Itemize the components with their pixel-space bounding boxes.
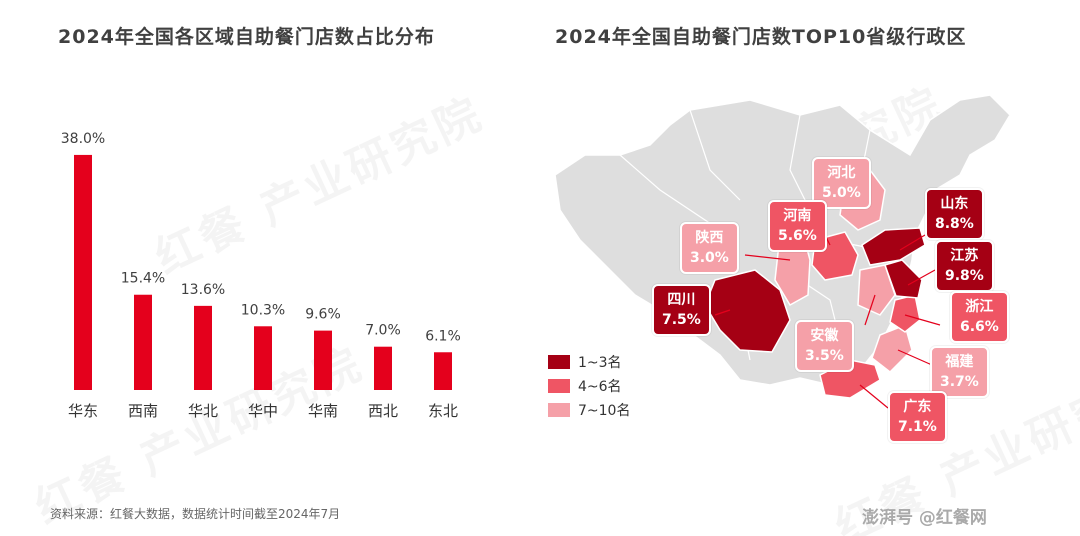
bar-华中[interactable] bbox=[254, 326, 272, 390]
bar-华南[interactable] bbox=[314, 330, 332, 390]
brand-watermark: 澎湃号 @红餐网 bbox=[862, 508, 987, 528]
category-label: 华北 bbox=[188, 402, 218, 420]
callout-fujian[interactable]: 福建 3.7% bbox=[930, 346, 989, 398]
bar-value-label: 10.3% bbox=[241, 302, 285, 318]
legend-item: 4~6名 bbox=[548, 374, 630, 398]
callout-shandong-name: 山东 bbox=[940, 196, 969, 212]
bar-value-label: 15.4% bbox=[121, 271, 165, 287]
right-chart-title: 2024年全国自助餐门店数TOP10省级行政区 bbox=[555, 26, 967, 48]
callout-hebei-name: 河北 bbox=[827, 165, 856, 181]
callout-zhejiang-value: 6.6% bbox=[960, 319, 999, 335]
bar-华东[interactable] bbox=[74, 154, 92, 390]
callout-anhui-value: 3.5% bbox=[805, 348, 844, 364]
category-label: 华中 bbox=[248, 402, 278, 420]
category-label: 华东 bbox=[68, 402, 98, 420]
callout-zhejiang-name: 浙江 bbox=[965, 299, 994, 315]
callout-shandong[interactable]: 山东 8.8% bbox=[925, 188, 984, 240]
map-legend: 1~3名 4~6名 7~10名 bbox=[548, 350, 630, 422]
callout-hebei[interactable]: 河北 5.0% bbox=[812, 157, 871, 209]
callout-leader-lines bbox=[714, 184, 941, 409]
callout-guangdong-value: 7.1% bbox=[898, 419, 937, 435]
callout-anhui-name: 安徽 bbox=[810, 328, 839, 344]
callout-jiangsu-name: 江苏 bbox=[950, 248, 979, 264]
callout-jiangsu-value: 9.8% bbox=[945, 268, 984, 284]
callout-fujian-value: 3.7% bbox=[940, 374, 979, 390]
province-anhui[interactable] bbox=[857, 264, 896, 316]
callout-shaanxi[interactable]: 陕西 3.0% bbox=[680, 222, 739, 274]
category-label: 西北 bbox=[368, 402, 398, 420]
callout-shaanxi-name: 陕西 bbox=[695, 230, 724, 246]
bar-西南[interactable] bbox=[134, 294, 152, 390]
category-label: 华南 bbox=[308, 402, 338, 420]
bar-value-label: 6.1% bbox=[425, 328, 461, 344]
bar-value-label: 38.0% bbox=[61, 131, 105, 147]
legend-item: 1~3名 bbox=[548, 350, 630, 374]
category-label: 西南 bbox=[128, 402, 158, 420]
callout-fujian-name: 福建 bbox=[945, 354, 974, 370]
legend-label: 4~6名 bbox=[578, 379, 622, 395]
callout-guangdong[interactable]: 广东 7.1% bbox=[888, 391, 947, 443]
legend-swatch-tier1 bbox=[548, 355, 570, 369]
callout-sichuan[interactable]: 四川 7.5% bbox=[652, 284, 711, 336]
callout-shandong-value: 8.8% bbox=[935, 216, 974, 232]
callout-guangdong-name: 广东 bbox=[903, 399, 932, 415]
legend-swatch-tier2 bbox=[548, 379, 570, 393]
bar-value-label: 7.0% bbox=[365, 323, 401, 339]
legend-item: 7~10名 bbox=[548, 398, 630, 422]
province-jiangsu[interactable] bbox=[884, 259, 923, 299]
callout-shaanxi-value: 3.0% bbox=[690, 250, 729, 266]
bar-华北[interactable] bbox=[194, 305, 212, 390]
bar-value-label: 13.6% bbox=[181, 282, 225, 298]
callout-zhejiang[interactable]: 浙江 6.6% bbox=[950, 291, 1009, 343]
bar-value-label: 9.6% bbox=[305, 307, 341, 323]
callout-henan[interactable]: 河南 5.6% bbox=[768, 200, 827, 252]
callout-anhui[interactable]: 安徽 3.5% bbox=[795, 320, 854, 372]
callout-henan-name: 河南 bbox=[783, 208, 812, 224]
bar-东北[interactable] bbox=[434, 352, 452, 390]
callout-sichuan-value: 7.5% bbox=[662, 312, 701, 328]
source-note: 资料来源：红餐大数据，数据统计时间截至2024年7月 bbox=[50, 507, 341, 521]
province-shandong[interactable] bbox=[861, 227, 926, 266]
legend-label: 7~10名 bbox=[578, 403, 631, 419]
legend-label: 1~3名 bbox=[578, 355, 622, 371]
category-label: 东北 bbox=[428, 402, 458, 420]
bar-西北[interactable] bbox=[374, 346, 392, 390]
callout-henan-value: 5.6% bbox=[778, 228, 817, 244]
province-zhejiang[interactable] bbox=[889, 294, 921, 333]
callout-hebei-value: 5.0% bbox=[822, 185, 861, 201]
callout-jiangsu[interactable]: 江苏 9.8% bbox=[935, 240, 994, 292]
left-chart-title: 2024年全国各区域自助餐门店数占比分布 bbox=[58, 26, 435, 48]
region-bar-chart: 38.0% 华东 15.4% 西南 13.6% 华北 10.3% 华中 9.6% 华南 7.0% 西北… bbox=[61, 131, 461, 420]
callout-sichuan-name: 四川 bbox=[667, 292, 696, 308]
legend-swatch-tier3 bbox=[548, 403, 570, 417]
